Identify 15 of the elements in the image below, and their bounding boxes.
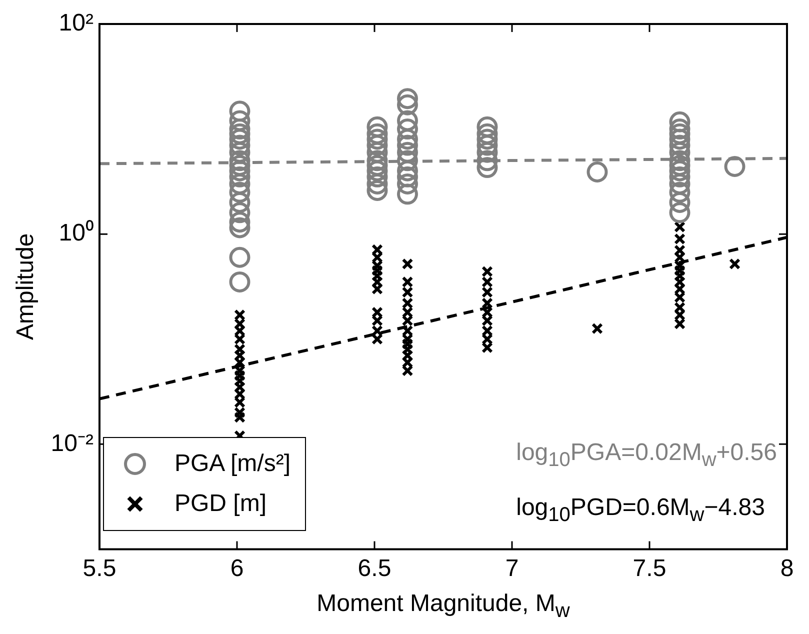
y-tick-label: 10⁰	[58, 220, 94, 247]
annotation: log$_{10}$PGD=0.6M$_{w}$−4.83	[516, 492, 766, 528]
x-tick-label: 5.5	[82, 555, 116, 582]
annotation: log$_{10}$PGA=0.02M$_{w}$+0.56	[516, 438, 777, 473]
x-tick-label: 7	[505, 555, 519, 582]
y-tick-label: 10²	[58, 10, 94, 37]
legend-label: PGA [m/s²]	[174, 450, 290, 478]
y-axis-title: Amplitude	[12, 233, 40, 340]
x-axis-title: Moment Magnitude, M$_{w}$	[316, 590, 571, 623]
y-tick-label: 10⁻²	[50, 430, 94, 457]
x-tick-label: 6	[230, 555, 244, 582]
x-tick-label: 6.5	[358, 555, 392, 582]
legend-label: PGD [m]	[174, 490, 266, 518]
x-tick-label: 7.5	[632, 555, 666, 582]
x-tick-label: 8	[780, 555, 794, 582]
